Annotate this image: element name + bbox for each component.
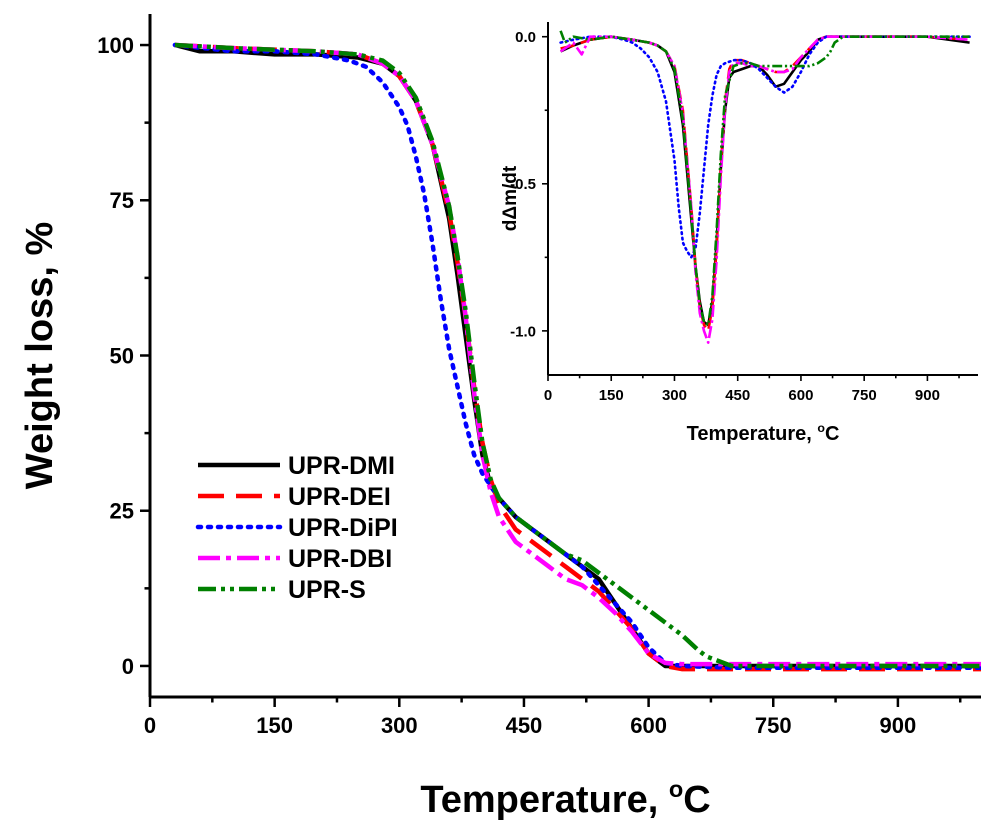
main-x-tick-label: 0 bbox=[144, 713, 156, 738]
inset-series-upr-dbi bbox=[561, 37, 970, 343]
main-x-tick-label: 600 bbox=[630, 713, 667, 738]
main-x-axis-title-sup: o bbox=[669, 776, 683, 802]
inset-x-tick-label: 300 bbox=[662, 387, 687, 404]
legend-label-upr-dbi: UPR-DBI bbox=[288, 545, 392, 573]
inset-y-tick-label: 0.0 bbox=[515, 29, 536, 46]
inset-x-tick-label: 450 bbox=[725, 387, 750, 404]
inset-y-axis-title: dΔm/dt bbox=[500, 165, 521, 231]
main-y-axis-title: Weight loss, % bbox=[19, 222, 61, 489]
main-y-tick-label: 25 bbox=[110, 499, 134, 524]
main-y-tick-label: 100 bbox=[97, 33, 134, 58]
main-x-tick-label: 750 bbox=[755, 713, 792, 738]
main-y-tick-label: 50 bbox=[110, 343, 134, 368]
legend-label-upr-dmi: UPR-DMI bbox=[288, 452, 395, 480]
inset-x-tick-label: 750 bbox=[852, 387, 877, 404]
inset-x-tick-label: 0 bbox=[544, 387, 552, 404]
main-legend: UPR-DMI UPR-DEI UPR-DiPI UPR-DBI UPR-S bbox=[198, 452, 398, 604]
main-y-tick-label: 75 bbox=[110, 188, 134, 213]
main-axes: 0 150 300 450 600 750 900 0 25 50 75 100 Temperature… bbox=[19, 14, 981, 821]
main-x-tick-label: 300 bbox=[381, 713, 418, 738]
main-y-tick-label: 0 bbox=[122, 654, 134, 679]
main-x-axis-title-unit: C bbox=[683, 779, 710, 821]
inset-x-tick-label: 600 bbox=[788, 387, 813, 404]
main-x-axis-title-text: Temperature, bbox=[420, 779, 668, 821]
inset-x-axis-title-unit: C bbox=[825, 423, 839, 445]
inset-x-axis-title: Temperature, oC bbox=[687, 421, 840, 445]
inset-series-layer bbox=[561, 31, 970, 343]
main-x-tick-label: 150 bbox=[256, 713, 293, 738]
legend-label-upr-dei: UPR-DEI bbox=[288, 483, 391, 511]
inset-x-axis-title-text: Temperature, bbox=[687, 423, 818, 445]
inset-series-upr-dmi bbox=[561, 37, 970, 325]
main-x-tick-label: 900 bbox=[880, 713, 917, 738]
inset-series-upr-dipi bbox=[561, 37, 970, 258]
legend-label-upr-s: UPR-S bbox=[288, 576, 366, 604]
main-x-tick-label: 450 bbox=[506, 713, 543, 738]
inset-y-tick-label: -1.0 bbox=[510, 323, 536, 340]
inset-x-tick-label: 150 bbox=[599, 387, 624, 404]
legend-label-upr-dipi: UPR-DiPI bbox=[288, 514, 398, 542]
inset-x-tick-label: 900 bbox=[915, 387, 940, 404]
main-x-axis-title: Temperature, oC bbox=[420, 776, 710, 821]
inset-series-upr-dei bbox=[561, 37, 970, 331]
